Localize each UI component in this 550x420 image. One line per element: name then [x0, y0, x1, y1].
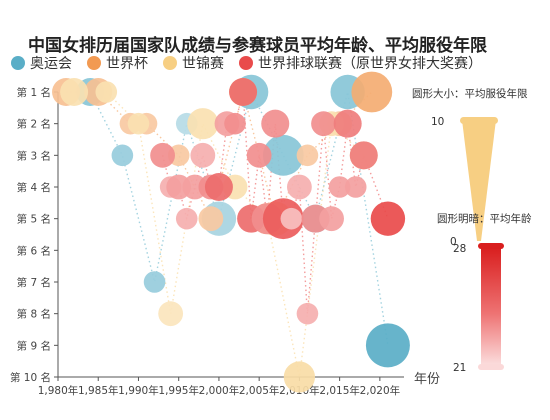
legend-item-0[interactable]: 奥运会 [11, 55, 72, 72]
x-axis: 1,980年 1,985年 1,990年 1,995年 2,000年 2,005年 2,01… [38, 376, 404, 397]
x-tick-label: 2,000年 [199, 384, 240, 397]
legend-item-3[interactable]: 世界排球联赛（原世界女排大奖赛） [239, 55, 482, 72]
legend-label: 世界杯 [106, 56, 148, 72]
size-legend-handle-max[interactable] [460, 117, 498, 124]
point-2-1998[interactable] [187, 108, 219, 140]
legend-swatch [11, 56, 25, 70]
y-tick-label: 第 5 名 [17, 213, 51, 226]
legend[interactable]: 奥运会 世界杯 世锦赛 世界排球联赛（原世界女排大奖赛） [11, 55, 482, 72]
point-3-2000[interactable] [204, 173, 233, 201]
point-3-2010[interactable] [286, 174, 312, 200]
point-0-2021[interactable] [365, 323, 410, 368]
x-tick-label: 1,980年 [38, 384, 79, 397]
color-legend-max-label: 28 [453, 243, 466, 255]
y-tick-label: 第 9 名 [17, 339, 51, 352]
legend-item-2[interactable]: 世锦赛 [163, 55, 224, 72]
legend-label: 世界排球联赛（原世界女排大奖赛） [258, 55, 482, 72]
point-3-2015[interactable] [328, 176, 351, 198]
x-tick-label: 1,995年 [158, 384, 199, 397]
data-points [52, 71, 410, 393]
size-legend[interactable]: 圆形大小：平均服役年限 10 0 [412, 87, 528, 248]
legend-swatch [163, 56, 177, 70]
x-tick-label: 2,005年 [239, 384, 280, 397]
legend-swatch [239, 56, 253, 70]
size-legend-bar[interactable] [462, 120, 496, 241]
plot-area: 第 1 名第 2 名第 3 名第 4 名第 5 名第 6 名第 7 名第 8 名… [10, 71, 440, 397]
y-tick-label: 第 10 名 [10, 371, 51, 384]
size-legend-title: 圆形大小：平均服役年限 [412, 87, 528, 100]
color-legend-bar[interactable] [481, 247, 501, 368]
color-legend-title: 圆形明暗：平均年龄 [437, 212, 532, 225]
point-2-1994[interactable] [158, 301, 184, 327]
legend-label: 奥运会 [30, 55, 72, 72]
point-1-1999[interactable] [198, 206, 224, 232]
point-0-2008[interactable] [262, 134, 304, 176]
point-3-2021[interactable] [370, 201, 406, 236]
point-3-2014[interactable] [319, 206, 344, 232]
series-line-0 [89, 90, 389, 346]
point-3-2013[interactable] [311, 111, 336, 137]
x-tick-label: 2,020年 [360, 384, 401, 397]
point-2-1982[interactable] [60, 78, 89, 106]
y-tick-label: 第 6 名 [17, 244, 51, 257]
point-1-2011[interactable] [296, 144, 319, 167]
point-3-2016[interactable] [333, 109, 362, 138]
x-tick-label: 1,985年 [78, 384, 119, 397]
point-0-1988[interactable] [111, 144, 134, 167]
point-3-2005[interactable] [246, 142, 272, 168]
point-2-1990[interactable] [127, 112, 150, 135]
x-tick-label: 2,015年 [319, 384, 360, 397]
point-3-1998[interactable] [190, 142, 216, 168]
point-1-2019[interactable] [351, 71, 393, 113]
y-tick-label: 第 2 名 [17, 118, 51, 131]
legend-swatch [87, 56, 101, 70]
point-3-2017[interactable] [344, 176, 367, 198]
point-3-2018[interactable] [349, 141, 378, 170]
series-line-2 [74, 91, 365, 378]
color-legend-min-label: 21 [453, 362, 466, 374]
legend-label: 世锦赛 [182, 55, 224, 72]
point-3-2011[interactable] [296, 302, 319, 325]
point-3-2003[interactable] [229, 78, 258, 106]
point-3-1993[interactable] [150, 142, 176, 168]
chart-title: 中国女排历届国家队成绩与参赛球员平均年龄、平均服役年限 [28, 35, 487, 56]
x-axis-label: 年份 [414, 372, 440, 387]
size-legend-max-label: 10 [431, 116, 444, 128]
x-tick-label: 1,990年 [118, 384, 159, 397]
point-3-2002[interactable] [224, 112, 246, 135]
point-0-1992[interactable] [143, 271, 166, 293]
legend-item-1[interactable]: 世界杯 [87, 56, 148, 72]
point-3-1996[interactable] [175, 207, 198, 230]
point-3-2007[interactable] [261, 109, 290, 138]
size-legend-min-label: 0 [450, 236, 457, 248]
y-tick-label: 第 3 名 [17, 149, 51, 162]
y-axis: 第 1 名第 2 名第 3 名第 4 名第 5 名第 6 名第 7 名第 8 名… [10, 86, 59, 384]
y-tick-label: 第 7 名 [17, 276, 51, 289]
y-tick-label: 第 1 名 [17, 86, 51, 99]
y-tick-label: 第 8 名 [17, 308, 51, 321]
point-2-2010[interactable] [283, 361, 315, 393]
point-2-1986[interactable] [95, 81, 118, 103]
color-legend[interactable]: 圆形明暗：平均年龄 28 21 [437, 212, 532, 374]
point-3-2009[interactable] [280, 207, 303, 230]
color-legend-handle-max[interactable] [478, 243, 504, 249]
color-legend-handle-min[interactable] [478, 364, 504, 370]
y-tick-label: 第 4 名 [17, 181, 51, 194]
